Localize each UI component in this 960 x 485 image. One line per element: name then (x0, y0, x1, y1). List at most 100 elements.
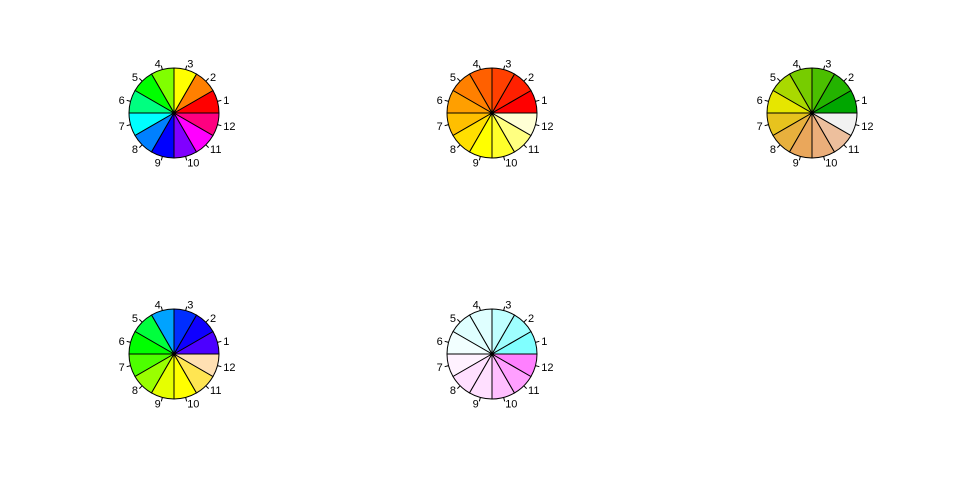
slice-label: 10 (505, 157, 517, 169)
slice-label-tick (126, 99, 131, 102)
slice-label: 10 (825, 157, 837, 169)
slice-label-tick (764, 99, 769, 102)
slice-label: 1 (223, 336, 229, 348)
slice-label-tick (535, 124, 540, 127)
slice-label: 9 (473, 157, 479, 169)
slice-label-tick (185, 397, 188, 402)
slice-label-tick (444, 340, 449, 343)
slice-label: 2 (848, 72, 854, 84)
slice-label-tick (478, 306, 481, 311)
slice-label: 3 (505, 300, 511, 312)
pie-slice (490, 112, 538, 137)
slice-label: 12 (223, 362, 235, 374)
slice-label-tick (217, 124, 222, 127)
slice-label: 3 (187, 59, 193, 71)
slice-label-tick (126, 340, 131, 343)
pie-slice (172, 112, 220, 137)
slice-label: 2 (210, 72, 216, 84)
slice-label: 6 (437, 336, 443, 348)
slice-label-tick (523, 385, 528, 390)
slice-label: 6 (437, 95, 443, 107)
slice-label: 9 (473, 398, 479, 410)
slice-label: 12 (541, 121, 553, 133)
slice-label-tick (503, 306, 506, 311)
slice-label-tick (855, 99, 860, 102)
slice-label-tick (855, 124, 860, 127)
slice-label: 5 (770, 72, 776, 84)
slice-label: 8 (132, 385, 138, 397)
slice-label-tick (205, 144, 210, 149)
slice-label-tick (523, 77, 528, 82)
slice-label-tick (523, 144, 528, 149)
slice-label: 11 (528, 144, 539, 156)
slice-label: 2 (210, 313, 216, 325)
slice-label: 2 (528, 313, 534, 325)
slice-label-tick (185, 65, 188, 70)
slice-label: 4 (155, 300, 161, 312)
slice-label: 8 (132, 144, 138, 156)
slice-label: 4 (793, 59, 799, 71)
slice-label: 8 (770, 144, 776, 156)
slice-label-tick (776, 77, 781, 82)
slice-label-tick (843, 77, 848, 82)
slice-label-tick (444, 365, 449, 368)
slice-label: 10 (187, 157, 199, 169)
slice-label: 10 (187, 398, 199, 410)
slice-label: 4 (473, 59, 479, 71)
slice-label: 9 (155, 398, 161, 410)
slice-label-tick (444, 124, 449, 127)
slice-label: 1 (223, 95, 229, 107)
slice-label-tick (798, 156, 801, 161)
slice-label-tick (160, 397, 163, 402)
slice-label: 12 (861, 121, 873, 133)
slice-label-tick (456, 144, 461, 149)
slice-label-tick (126, 124, 131, 127)
slice-label-tick (160, 306, 163, 311)
slice-label: 11 (528, 385, 539, 397)
slice-label: 9 (155, 157, 161, 169)
slice-label-tick (205, 385, 210, 390)
slice-label-tick (823, 156, 826, 161)
slice-label: 7 (437, 362, 443, 374)
slice-label-tick (456, 77, 461, 82)
slice-label: 2 (528, 72, 534, 84)
slice-label-tick (185, 306, 188, 311)
slice-label: 3 (825, 59, 831, 71)
slice-label-tick (126, 365, 131, 368)
slice-label: 1 (861, 95, 867, 107)
slice-label: 12 (223, 121, 235, 133)
slice-label-tick (764, 124, 769, 127)
slice-label: 6 (119, 336, 125, 348)
slice-label: 8 (450, 385, 456, 397)
slice-label: 11 (210, 144, 221, 156)
slice-label: 3 (505, 59, 511, 71)
slice-label: 12 (541, 362, 553, 374)
slice-label-tick (138, 385, 143, 390)
slice-label-tick (217, 99, 222, 102)
slice-label-tick (456, 385, 461, 390)
slice-label-tick (503, 156, 506, 161)
slice-label: 11 (210, 385, 221, 397)
pie-slice (810, 112, 858, 137)
slice-label-tick (217, 365, 222, 368)
slice-label: 3 (187, 300, 193, 312)
slice-label-tick (205, 77, 210, 82)
slice-label-tick (535, 365, 540, 368)
slice-label-tick (205, 318, 210, 323)
slice-label: 4 (155, 59, 161, 71)
slice-label: 6 (119, 95, 125, 107)
slice-label: 7 (119, 362, 125, 374)
slice-label-tick (776, 144, 781, 149)
slice-label-tick (138, 144, 143, 149)
slice-label-tick (535, 340, 540, 343)
slice-label-tick (217, 340, 222, 343)
slice-label: 1 (541, 336, 547, 348)
slice-label: 10 (505, 398, 517, 410)
slice-label: 9 (793, 157, 799, 169)
slice-label: 8 (450, 144, 456, 156)
